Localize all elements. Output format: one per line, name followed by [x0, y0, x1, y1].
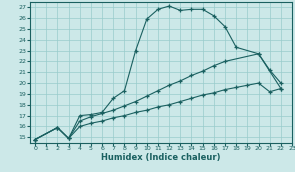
X-axis label: Humidex (Indice chaleur): Humidex (Indice chaleur) — [101, 153, 221, 162]
